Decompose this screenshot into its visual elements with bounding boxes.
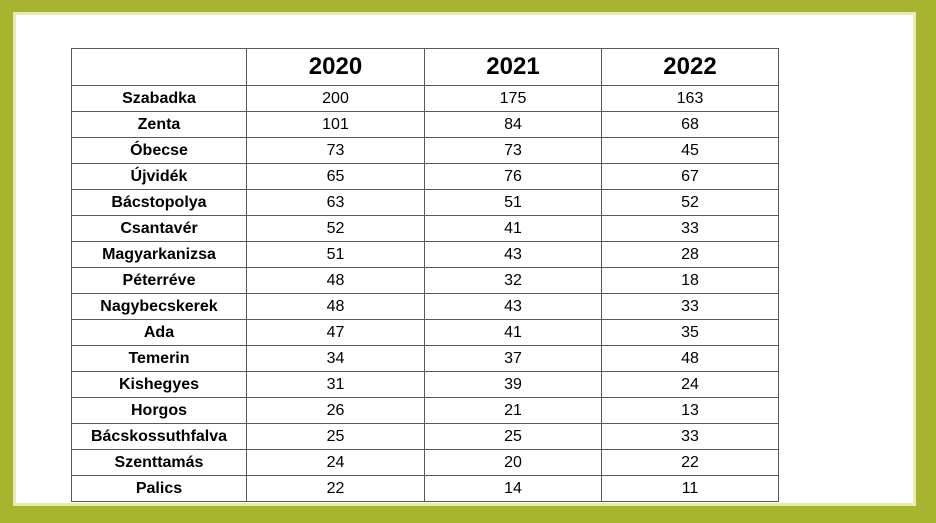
value-cell: 51	[424, 189, 602, 216]
value-cell: 11	[601, 475, 779, 502]
value-cell: 41	[424, 319, 602, 346]
value-cell: 73	[246, 137, 425, 164]
place-name-cell: Palics	[71, 475, 247, 502]
table-header: 2020 2021 2022	[71, 48, 779, 86]
value-cell: 84	[424, 111, 602, 138]
value-cell: 24	[601, 371, 779, 398]
value-cell: 33	[601, 423, 779, 450]
table-row: Csantavér 52 41 33	[71, 215, 779, 242]
year-header-cell: 2020	[246, 48, 425, 86]
value-cell: 200	[246, 85, 425, 112]
value-cell: 33	[601, 215, 779, 242]
value-cell: 32	[424, 267, 602, 294]
slide-content-area: 2020 2021 2022 Szabadka 200 175 163 Zenta 101 84…	[13, 12, 916, 506]
value-cell: 45	[601, 137, 779, 164]
value-cell: 68	[601, 111, 779, 138]
table-row: Zenta 101 84 68	[71, 111, 779, 138]
value-cell: 76	[424, 163, 602, 190]
table-row: Horgos 26 21 13	[71, 397, 779, 424]
place-name-cell: Kishegyes	[71, 371, 247, 398]
table-row: Bácskossuthfalva 25 25 33	[71, 423, 779, 450]
value-cell: 20	[424, 449, 602, 476]
value-cell: 35	[601, 319, 779, 346]
value-cell: 21	[424, 397, 602, 424]
value-cell: 34	[246, 345, 425, 372]
table-row: Újvidék 65 76 67	[71, 163, 779, 190]
value-cell: 25	[246, 423, 425, 450]
place-name-cell: Bácskossuthfalva	[71, 423, 247, 450]
place-name-cell: Nagybecskerek	[71, 293, 247, 320]
value-cell: 73	[424, 137, 602, 164]
value-cell: 101	[246, 111, 425, 138]
table-row: Temerin 34 37 48	[71, 345, 779, 372]
table-row: Óbecse 73 73 45	[71, 137, 779, 164]
value-cell: 22	[246, 475, 425, 502]
table-body: Szabadka 200 175 163 Zenta 101 84 68 Óbecse 73 73 4…	[71, 85, 779, 502]
value-cell: 43	[424, 241, 602, 268]
year-header-cell: 2022	[601, 48, 779, 86]
value-cell: 24	[246, 449, 425, 476]
header-row: 2020 2021 2022	[71, 48, 779, 86]
yearly-data-table: 2020 2021 2022 Szabadka 200 175 163 Zenta 101 84…	[71, 48, 779, 502]
place-name-cell: Bácstopolya	[71, 189, 247, 216]
place-name-cell: Zenta	[71, 111, 247, 138]
place-name-cell: Temerin	[71, 345, 247, 372]
value-cell: 14	[424, 475, 602, 502]
value-cell: 39	[424, 371, 602, 398]
place-name-cell: Újvidék	[71, 163, 247, 190]
table-row: Magyarkanizsa 51 43 28	[71, 241, 779, 268]
place-name-cell: Csantavér	[71, 215, 247, 242]
table-row: Nagybecskerek 48 43 33	[71, 293, 779, 320]
place-name-cell: Magyarkanizsa	[71, 241, 247, 268]
table-row: Kishegyes 31 39 24	[71, 371, 779, 398]
value-cell: 18	[601, 267, 779, 294]
table-row: Ada 47 41 35	[71, 319, 779, 346]
value-cell: 163	[601, 85, 779, 112]
value-cell: 52	[246, 215, 425, 242]
place-name-cell: Szabadka	[71, 85, 247, 112]
table-row: Bácstopolya 63 51 52	[71, 189, 779, 216]
corner-header-cell	[71, 48, 247, 86]
value-cell: 37	[424, 345, 602, 372]
place-name-cell: Horgos	[71, 397, 247, 424]
value-cell: 28	[601, 241, 779, 268]
value-cell: 31	[246, 371, 425, 398]
year-header-cell: 2021	[424, 48, 602, 86]
place-name-cell: Péterréve	[71, 267, 247, 294]
value-cell: 48	[601, 345, 779, 372]
table-row: Palics 22 14 11	[71, 475, 779, 502]
table-row: Szenttamás 24 20 22	[71, 449, 779, 476]
place-name-cell: Óbecse	[71, 137, 247, 164]
value-cell: 48	[246, 293, 425, 320]
table-row: Péterréve 48 32 18	[71, 267, 779, 294]
value-cell: 52	[601, 189, 779, 216]
value-cell: 47	[246, 319, 425, 346]
place-name-cell: Ada	[71, 319, 247, 346]
value-cell: 13	[601, 397, 779, 424]
value-cell: 41	[424, 215, 602, 242]
table-row: Szabadka 200 175 163	[71, 85, 779, 112]
value-cell: 33	[601, 293, 779, 320]
value-cell: 51	[246, 241, 425, 268]
value-cell: 48	[246, 267, 425, 294]
value-cell: 65	[246, 163, 425, 190]
value-cell: 175	[424, 85, 602, 112]
value-cell: 67	[601, 163, 779, 190]
place-name-cell: Szenttamás	[71, 449, 247, 476]
value-cell: 63	[246, 189, 425, 216]
value-cell: 25	[424, 423, 602, 450]
value-cell: 26	[246, 397, 425, 424]
value-cell: 22	[601, 449, 779, 476]
value-cell: 43	[424, 293, 602, 320]
